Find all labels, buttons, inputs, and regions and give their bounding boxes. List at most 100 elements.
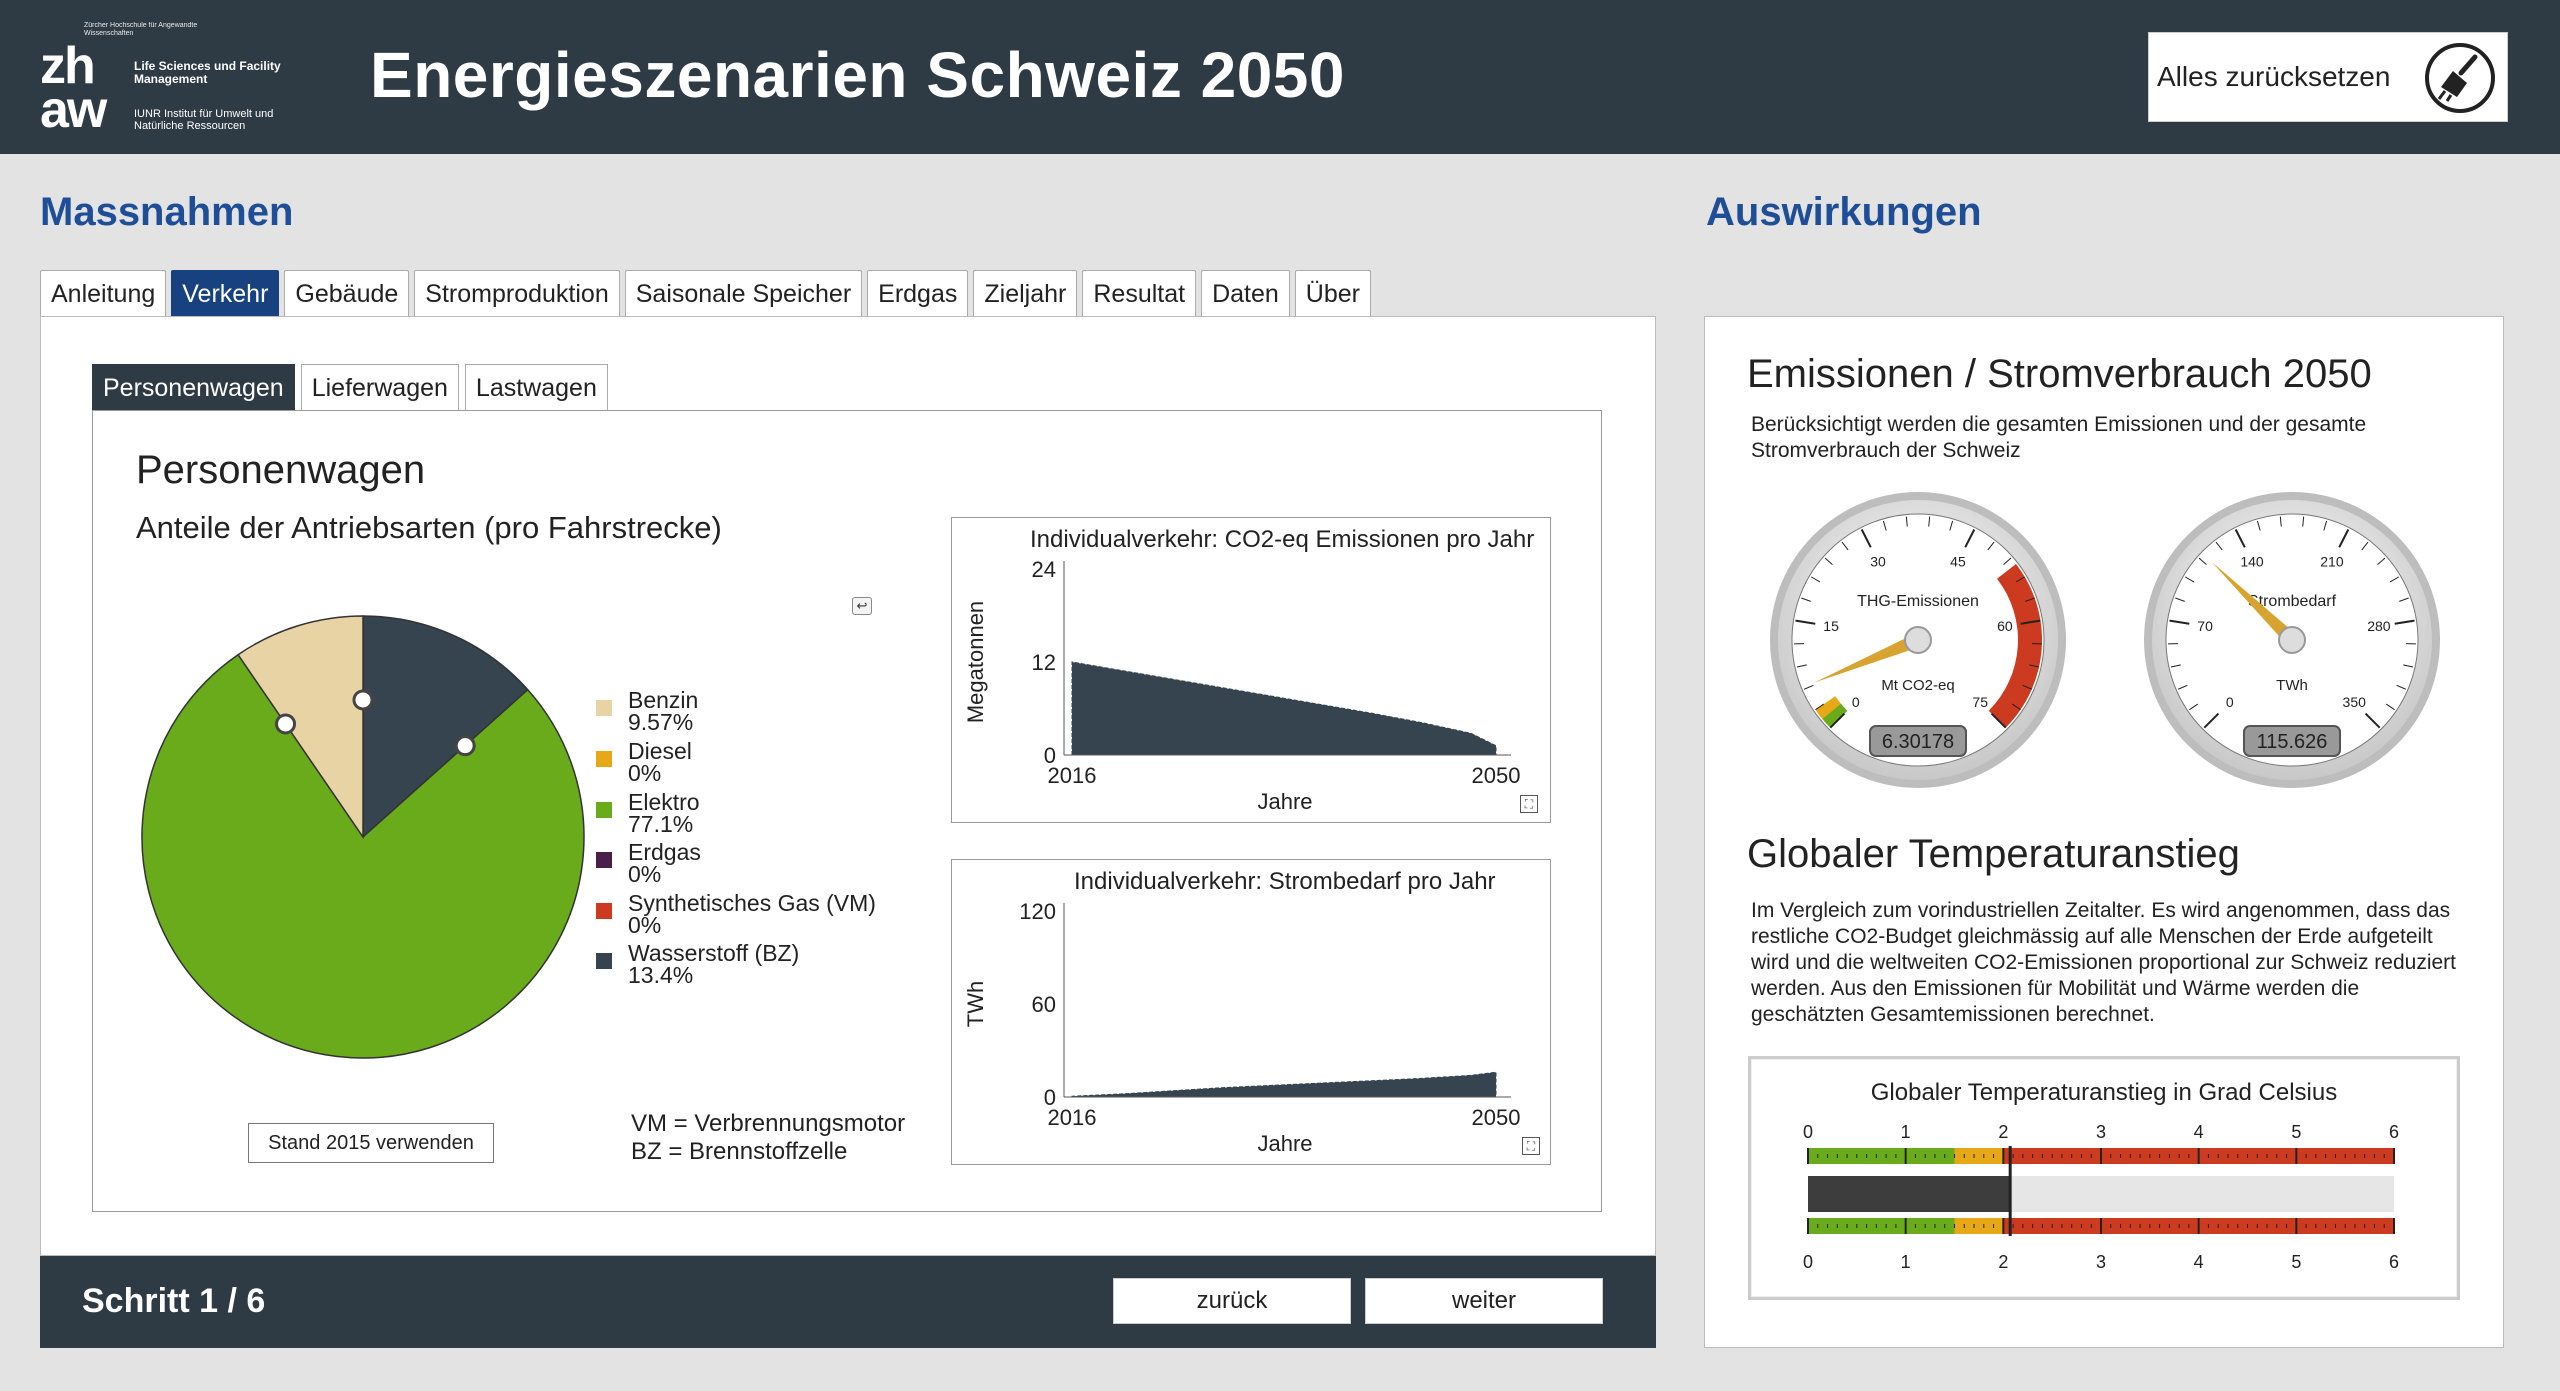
gauge-tick-label: 280 <box>2367 618 2391 634</box>
legend-swatch <box>596 751 612 767</box>
legend-name: Diesel <box>628 738 692 764</box>
gauge-value: 6.30178 <box>1882 731 1954 753</box>
temp-tick-label-top: 3 <box>2096 1122 2106 1142</box>
gauge-hub <box>1904 626 1932 654</box>
x-tick-label: 2050 <box>1472 1105 1521 1130</box>
gauge-label: Strombedarf <box>2248 593 2337 610</box>
temp-tick-label-bottom: 2 <box>1998 1252 2008 1272</box>
temp-tick-label-bottom: 6 <box>2389 1252 2399 1272</box>
gauge-tick-label: 45 <box>1950 554 1966 570</box>
gauge-tick-label: 60 <box>1997 618 2013 634</box>
co2-chart-title: Individualverkehr: CO2-eq Emissionen pro… <box>1030 526 1535 553</box>
gauge-tick <box>1964 529 1976 548</box>
area-series <box>1071 661 1497 756</box>
gauge-tick <box>1803 684 1814 690</box>
co2-chart-box <box>951 517 1551 823</box>
gauge-tick <box>2377 557 2386 565</box>
gauge-tick <box>2189 703 2198 711</box>
tab-ueber[interactable]: Über <box>1294 270 1371 318</box>
temp-tick-label-top: 1 <box>1901 1122 1911 1142</box>
y-tick-label: 0 <box>1044 743 1056 768</box>
abbr-bz: BZ = Brennstoffzelle <box>631 1138 848 1165</box>
legend-name: Elektro <box>628 789 700 815</box>
fullscreen-icon[interactable]: ⛶ <box>1522 1137 1540 1155</box>
main-tabs: Anleitung Verkehr Gebäude Stromproduktio… <box>40 270 1371 318</box>
emissions-gauge: 0 15 30 45 60 75 THG-Emissionen Mt CO2-eq 6.3017… <box>1770 492 2066 788</box>
temp-tick-label-bottom: 0 <box>1803 1252 1813 1272</box>
y-tick-label: 120 <box>1019 899 1056 924</box>
strom-chart-box <box>951 859 1551 1165</box>
y-tick-label: 60 <box>1032 992 1056 1017</box>
temp-scale-top-green <box>1808 1148 1955 1164</box>
gauge-tick <box>1815 703 1824 711</box>
subtab-personenwagen[interactable]: Personenwagen <box>92 364 295 412</box>
gauge-tick <box>1949 520 1954 531</box>
gauge-tick <box>1987 541 1995 551</box>
tab-verkehr[interactable]: Verkehr <box>171 270 280 318</box>
gauge-tick <box>2364 712 2381 729</box>
massnahmen-title: Massnahmen <box>40 190 294 234</box>
tab-stromproduktion[interactable]: Stromproduktion <box>414 270 620 318</box>
next-button[interactable]: weiter <box>1365 1278 1603 1324</box>
abbr-vm: VM = Verbrennungsmotor <box>631 1110 906 1137</box>
strom-area-chart: 0 60 120 2016 2050 Jahre TWh <box>963 899 1521 1156</box>
tab-resultat[interactable]: Resultat <box>1082 270 1197 318</box>
electricity-gauge: 0 70 140 210 280 350 Strombedarf TWh 115.626 <box>2144 492 2440 788</box>
tab-anleitung[interactable]: Anleitung <box>40 270 167 318</box>
gauge-unit: TWh <box>2276 677 2308 694</box>
reset-all-button[interactable]: Alles zurücksetzen <box>2148 32 2508 122</box>
legend-swatch <box>596 802 612 818</box>
gauge-tick <box>1860 529 1872 548</box>
drive-share-pie-chart[interactable] <box>138 612 588 1062</box>
gauge-tick <box>2029 664 2040 668</box>
temp-tick-label-top: 5 <box>2291 1122 2301 1142</box>
tab-gebaeude[interactable]: Gebäude <box>284 270 410 318</box>
pie-drag-handle[interactable] <box>275 713 297 735</box>
gauge-tick <box>2170 664 2181 668</box>
pie-drag-handle[interactable] <box>454 735 476 757</box>
gauge-band-red <box>1988 563 2042 728</box>
gauge-tick <box>2361 541 2369 551</box>
temp-chart-title: Globaler Temperaturanstieg in Grad Celsi… <box>1871 1079 2337 1106</box>
gauge-tick <box>1990 712 2007 729</box>
gauge-tick <box>1801 597 1811 602</box>
gauge-tick <box>2256 520 2261 531</box>
x-tick-label: 2016 <box>1048 763 1097 788</box>
reset-all-label: Alles zurücksetzen <box>2157 61 2391 92</box>
y-tick-label: 24 <box>1032 557 1056 582</box>
gauge-tick <box>2012 703 2021 711</box>
gauge-tick <box>2022 684 2033 690</box>
tab-saisonale-speicher[interactable]: Saisonale Speicher <box>624 270 863 318</box>
gauge-tick <box>1905 516 1908 527</box>
gauge-hub <box>2278 626 2306 654</box>
gauge-tick <box>2389 576 2399 583</box>
legend-swatch <box>596 953 612 969</box>
temp-tick-label-bottom: 3 <box>2096 1252 2106 1272</box>
fullscreen-icon[interactable]: ⛶ <box>1520 795 1538 813</box>
use-2015-button[interactable]: Stand 2015 verwenden <box>248 1123 494 1163</box>
co2-area-chart: 0 12 24 2016 2050 Jahre Megatonnen <box>963 557 1520 814</box>
temperature-bar-chart: Globaler Temperaturanstieg in Grad Celsi… <box>1803 1079 2399 1272</box>
gauge-tick <box>2399 597 2409 602</box>
legend-name: Synthetisches Gas (VM) <box>628 890 876 916</box>
temp-tick-label-bottom: 5 <box>2291 1252 2301 1272</box>
gauge-tick <box>1824 557 1833 565</box>
gauge-tick <box>1796 664 1807 668</box>
pie-slice <box>362 615 529 839</box>
undo-icon[interactable]: ↩ <box>852 597 872 615</box>
pie-slice <box>237 615 364 840</box>
gauge-tick <box>2169 619 2190 625</box>
legend-swatch <box>596 852 612 868</box>
subtab-lieferwagen[interactable]: Lieferwagen <box>300 364 459 412</box>
temp-scale-top-yellow <box>1954 1148 2004 1164</box>
tab-erdgas[interactable]: Erdgas <box>867 270 969 318</box>
legend-name: Wasserstoff (BZ) <box>628 940 800 966</box>
back-button[interactable]: zurück <box>1113 1278 1351 1324</box>
tab-daten[interactable]: Daten <box>1201 270 1290 318</box>
tab-zieljahr[interactable]: Zieljahr <box>973 270 1078 318</box>
temp-value-bar <box>1808 1176 2011 1212</box>
gauge-tick <box>2403 664 2414 668</box>
gauge-tick <box>1811 576 1821 583</box>
subtab-lastwagen[interactable]: Lastwagen <box>464 364 608 412</box>
pie-drag-handle[interactable] <box>352 689 374 711</box>
